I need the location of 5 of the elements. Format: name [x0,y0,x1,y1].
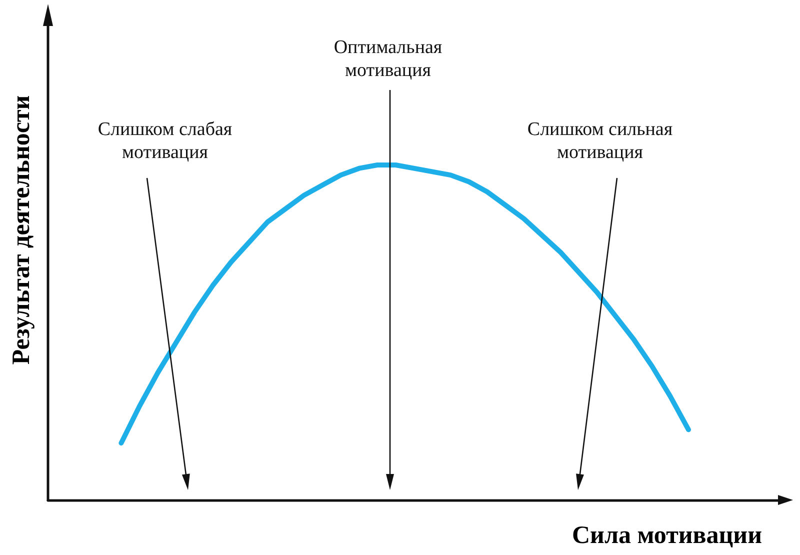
text: Слишком слабая мотивация [98,118,232,164]
y-axis-title: Результат деятельности [8,95,36,365]
text: Оптимальная мотивация [334,36,442,82]
text: Слишком сильная мотивация [527,118,673,164]
x-axis-title: Сила мотивации [572,522,762,550]
